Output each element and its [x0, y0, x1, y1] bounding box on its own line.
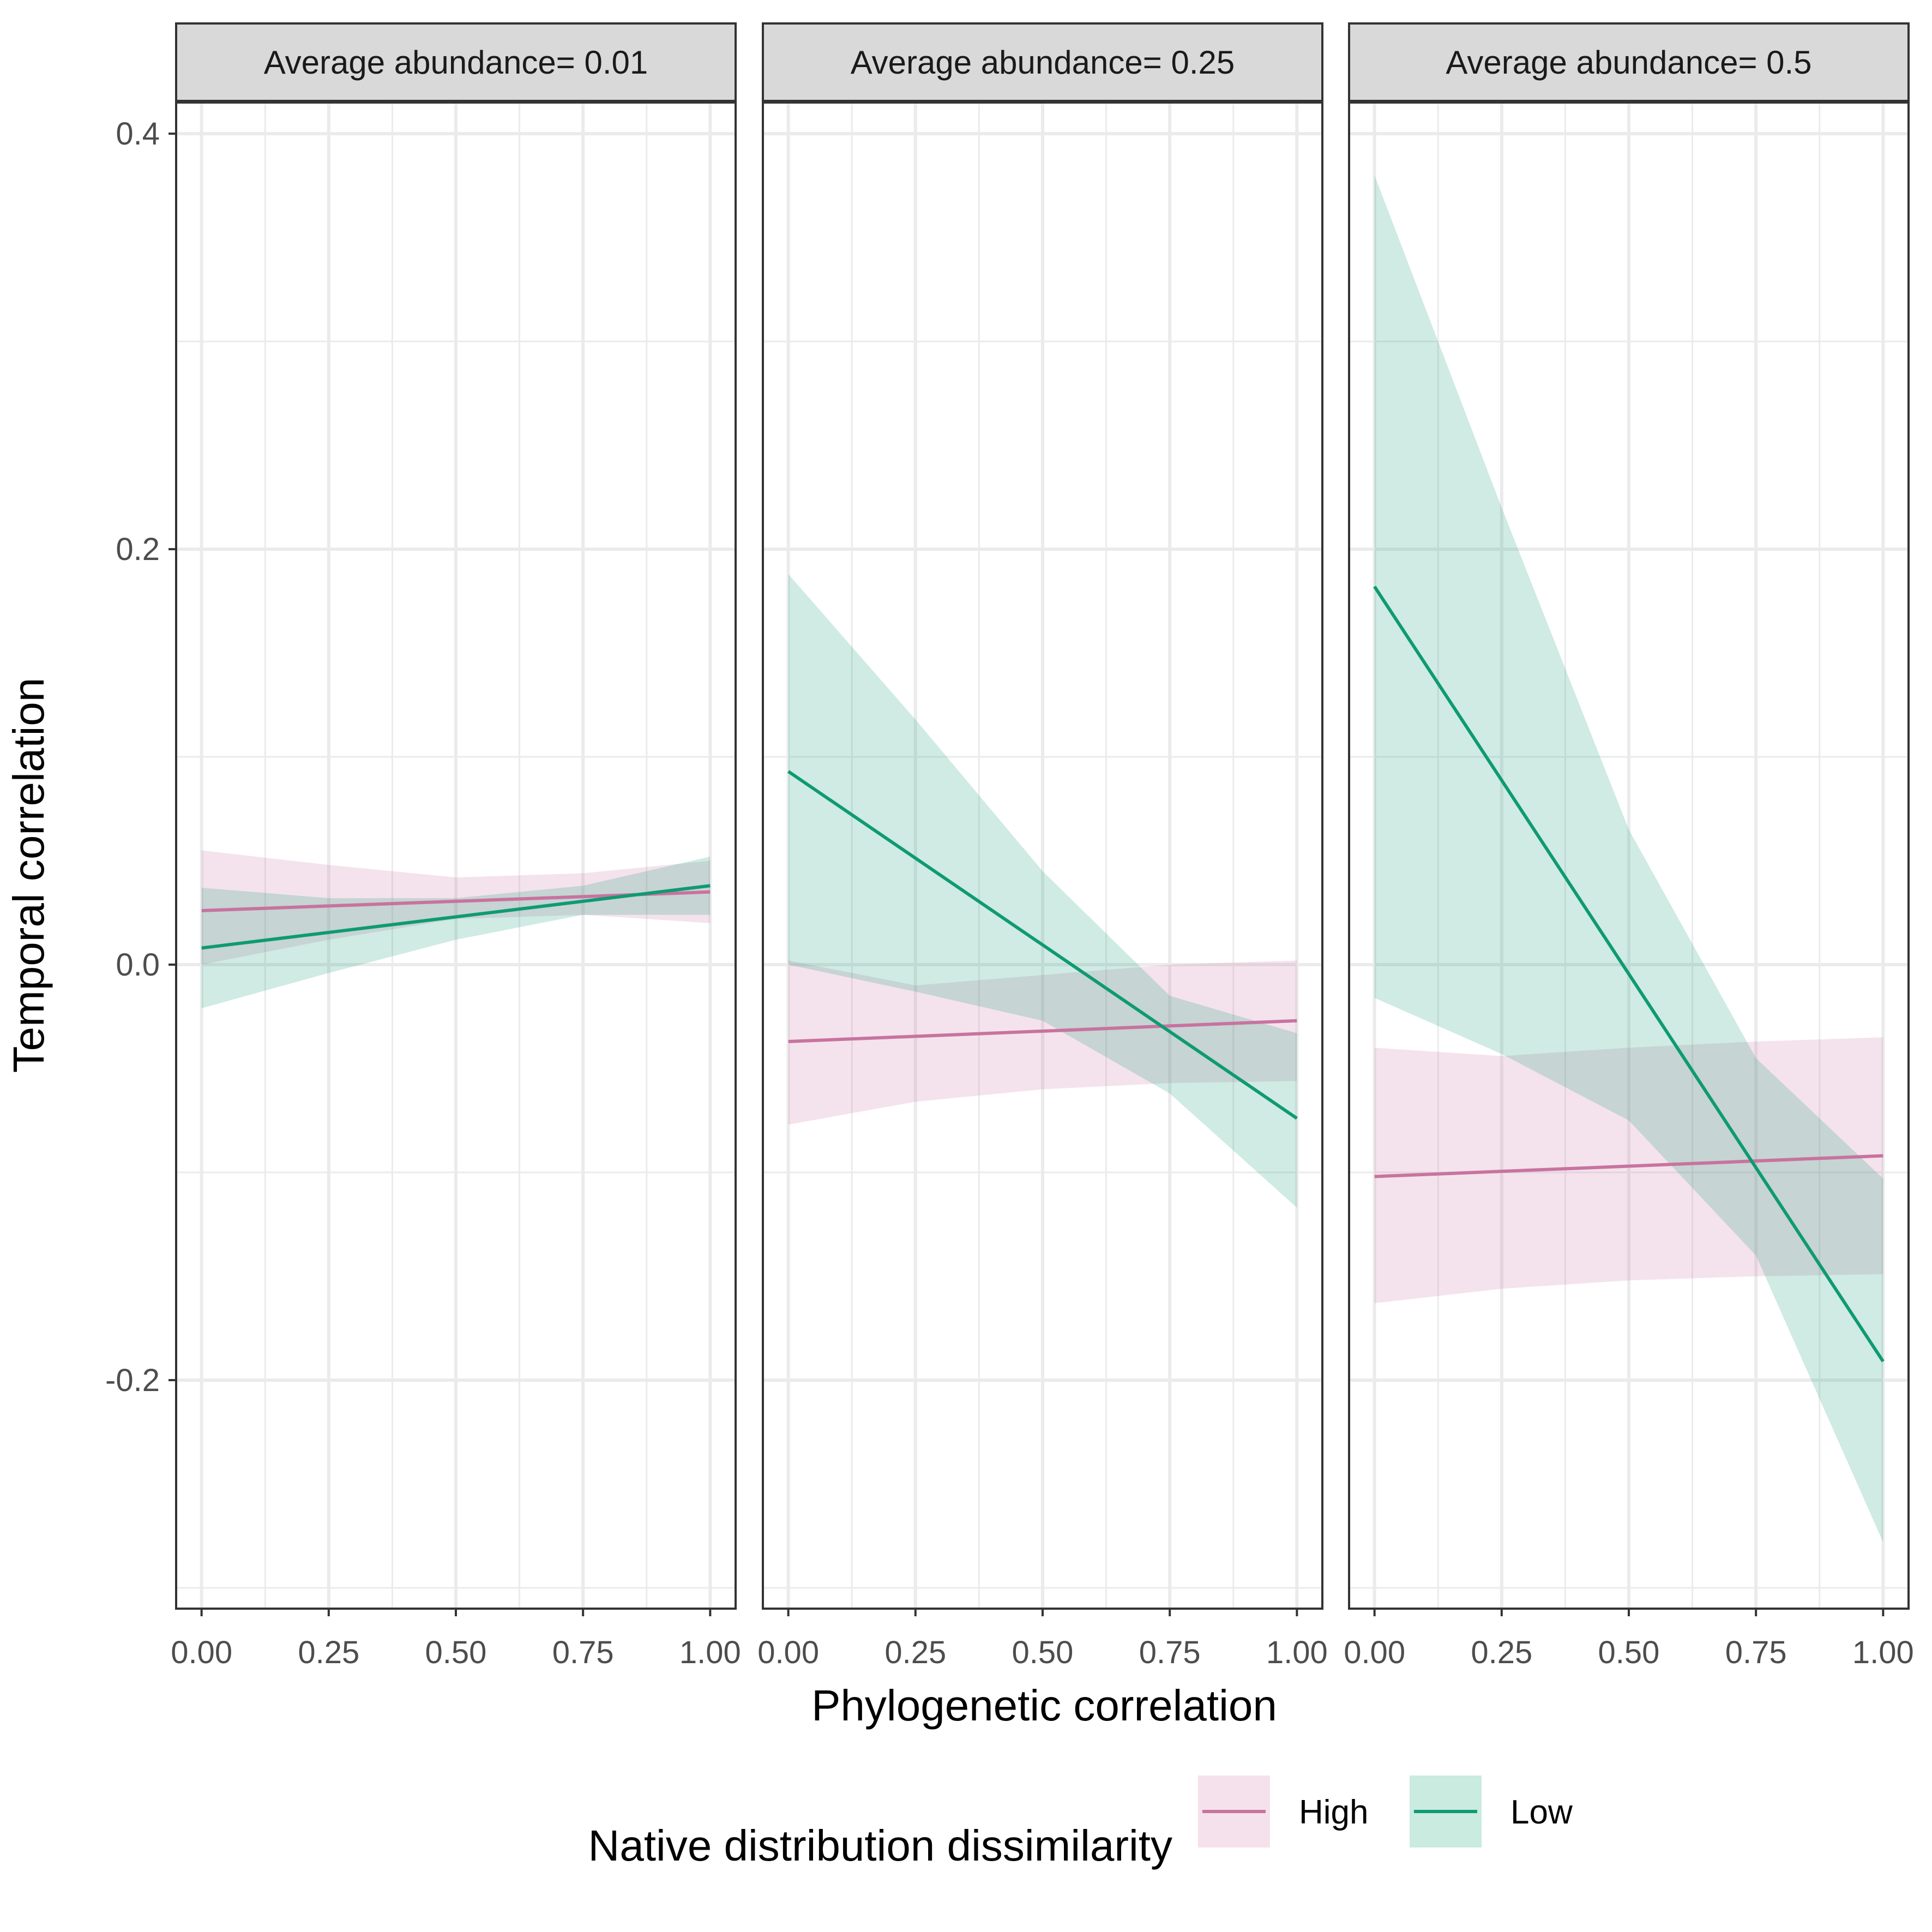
line-low — [201, 884, 711, 950]
x-tick-label: 0.50 — [425, 1635, 487, 1670]
line-high — [1374, 1154, 1883, 1178]
panel-1: Average abundance= 0.01 0.00 0.25 0.50 0.75 1… — [171, 22, 741, 1670]
y-tick-label: -0.2 — [105, 1363, 160, 1398]
x-tick-label: 0.75 — [552, 1635, 614, 1670]
legend-items: High Low — [1198, 1775, 1573, 1847]
y-tick-label: 0.2 — [116, 532, 160, 567]
y-tick-label: 0.0 — [116, 947, 160, 983]
line-low — [787, 770, 1298, 1120]
band-low — [1374, 175, 1883, 1543]
x-tick-label: 0.25 — [1471, 1635, 1532, 1670]
x-tick-label: 0.25 — [884, 1635, 946, 1670]
y-axis-title: Temporal correlation — [4, 678, 53, 1073]
x-axis-title: Phylogenetic correlation — [811, 1681, 1277, 1730]
legend-item-low: Low — [1410, 1775, 1573, 1847]
x-tick-label: 0.50 — [1012, 1635, 1074, 1670]
x-tick-label: 0.75 — [1725, 1635, 1787, 1670]
x-tick-label: 1.00 — [679, 1635, 741, 1670]
panel-strip-label: Average abundance= 0.01 — [264, 44, 648, 81]
line-low — [1373, 586, 1885, 1363]
panel-strip-label: Average abundance= 0.25 — [851, 44, 1235, 81]
x-tick-label: 0.50 — [1598, 1635, 1660, 1670]
x-tick-label: 0.75 — [1139, 1635, 1201, 1670]
line-high — [788, 1019, 1297, 1043]
legend-label: High — [1299, 1793, 1369, 1831]
y-tick-label: 0.4 — [116, 116, 160, 152]
panel-strip — [762, 22, 1323, 102]
x-tick-label: 0.25 — [298, 1635, 359, 1670]
band-low — [788, 574, 1297, 1208]
x-tick-label: 0.00 — [1344, 1635, 1405, 1670]
band-high — [788, 960, 1297, 1125]
band-high — [1374, 1037, 1883, 1303]
legend: Native distribution dissimilarity High Lo… — [588, 1775, 1573, 1870]
legend-label: Low — [1510, 1793, 1573, 1831]
panels-layer: Average abundance= 0.01 0.00 0.25 0.50 0.75 1… — [171, 22, 1914, 1670]
x-tick-label: 1.00 — [1266, 1635, 1328, 1670]
legend-title: Native distribution dissimilarity — [588, 1821, 1172, 1870]
band-low — [201, 856, 711, 1009]
legend-item-high: High — [1198, 1775, 1369, 1847]
x-tick-label: 0.00 — [757, 1635, 819, 1670]
panel-strip-label: Average abundance= 0.5 — [1446, 44, 1811, 81]
x-tick-label: 1.00 — [1852, 1635, 1914, 1670]
panel-strip — [175, 22, 737, 102]
panel-2: Average abundance= 0.25 0.00 0.25 0.50 0.75 1… — [757, 22, 1328, 1670]
panel-strip — [1348, 22, 1910, 102]
panel-3: Average abundance= 0.5 0.00 0.25 0.50 0.75 1.… — [1344, 22, 1914, 1670]
x-tick-label: 0.00 — [171, 1635, 232, 1670]
y-axis: -0.2 0.0 0.2 0.4 — [105, 116, 176, 1398]
band-high — [201, 850, 711, 965]
